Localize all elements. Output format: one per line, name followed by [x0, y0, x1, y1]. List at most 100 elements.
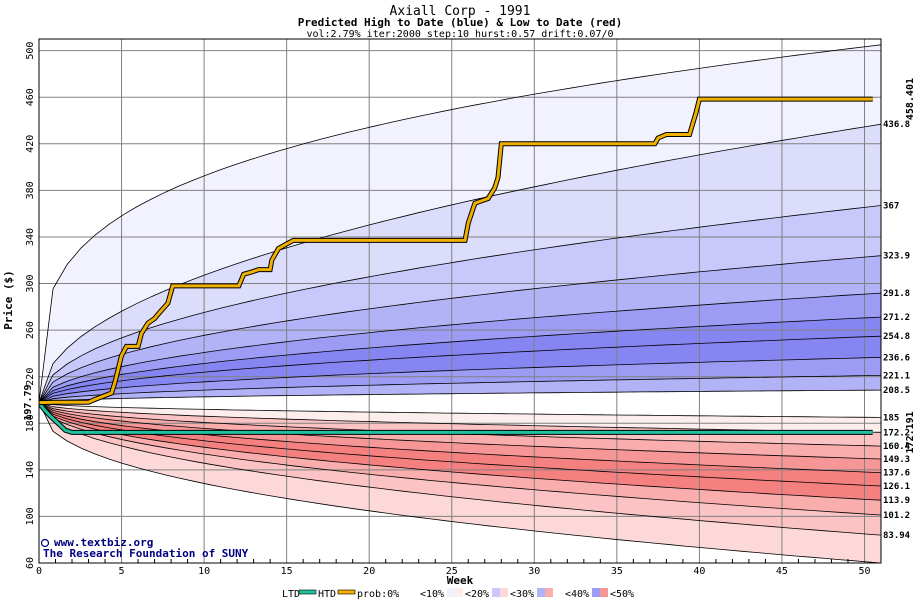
high-end-label-4: 271.2: [883, 313, 910, 323]
low-percentile-line-3: [39, 402, 881, 460]
low-percentile-line-8: [39, 402, 881, 536]
high-band-2: [39, 205, 881, 403]
high-percentile-line-7: [39, 357, 881, 403]
y-tick-label-7: 340: [25, 228, 36, 246]
x-tick-label-3: 15: [281, 566, 293, 577]
low-percentile-line-0: [39, 402, 881, 418]
y-tick-label-8: 380: [25, 181, 36, 199]
low-end-label-5: 126.1: [883, 482, 910, 492]
low-end-label-4: 137.6: [883, 469, 910, 479]
high-end-label-3: 291.8: [883, 289, 910, 299]
legend-ltd-swatch: [298, 589, 317, 595]
plot-frame: [38, 38, 882, 564]
high-end-label-7: 221.1: [883, 371, 910, 381]
legend-p10: <10%: [420, 589, 444, 600]
low-end-label-1: 172.2: [883, 428, 910, 438]
final-high-label: 458.401: [905, 78, 916, 120]
x-tick-label-7: 35: [611, 566, 623, 577]
high-end-label-8: 208.5: [883, 386, 910, 396]
low-band-8: [39, 402, 881, 563]
credit-org: The Research Foundation of SUNY: [43, 547, 249, 560]
legend-p50: <50%: [610, 589, 634, 600]
low-band-1: [39, 402, 881, 447]
legend-swatch-40-low: [600, 588, 608, 597]
legend-swatch-30-low: [545, 588, 553, 597]
low-end-label-8: 83.94: [883, 531, 911, 541]
legend-htd-swatch: [337, 589, 356, 595]
credit-url: www.textbiz.org: [54, 536, 153, 549]
chart-params: vol:2.79% iter:2000 step:10 hurst:0.57 d…: [306, 29, 613, 40]
low-end-label-2: 160.4: [883, 442, 911, 452]
x-axis-ticks: 0 5 10 15 20 25 30 35 40 45 50: [36, 566, 871, 577]
high-band-3: [39, 255, 881, 403]
low-band-5: [39, 402, 881, 501]
high-band-7: [39, 357, 881, 403]
low-band-0: [39, 402, 881, 433]
legend-swatch-40-high: [592, 588, 600, 597]
x-tick-label-6: 30: [528, 566, 540, 577]
y-tick-label-9: 420: [25, 135, 36, 153]
high-percentile-line-2: [39, 205, 881, 403]
chart-title: Axiall Corp - 1991: [390, 4, 531, 19]
legend-p30: <30%: [510, 589, 534, 600]
x-tick-label-5: 25: [446, 566, 458, 577]
high-end-label-5: 254.8: [883, 332, 910, 342]
high-end-label-2: 323.9: [883, 252, 910, 262]
probability-bands: [39, 44, 881, 563]
x-tick-label-1: 5: [119, 566, 125, 577]
y-axis-label: Price ($): [2, 270, 15, 330]
high-end-label-1: 367: [883, 202, 899, 212]
ltd-line: [39, 401, 873, 434]
y-tick-label-6: 300: [25, 275, 36, 293]
high-band-4: [39, 293, 881, 403]
legend-swatch-10-low: [455, 588, 463, 597]
x-tick-label-9: 45: [776, 566, 788, 577]
y-tick-label-5: 260: [25, 321, 36, 339]
low-percentile-line-7: [39, 402, 881, 516]
x-axis-label: Week: [447, 574, 474, 587]
high-percentile-line-8: [39, 375, 881, 403]
y-tick-label-1: 100: [25, 507, 36, 525]
legend-ltd: LTD: [282, 589, 300, 600]
copyright-icon: [40, 538, 50, 548]
legend-p20: <20%: [465, 589, 489, 600]
legend-htd: HTD: [318, 589, 336, 600]
x-tick-label-8: 40: [693, 566, 705, 577]
low-end-label-0: 185: [883, 413, 899, 423]
y-tick-label-4: 220: [25, 368, 36, 386]
high-end-label-6: 236.6: [883, 353, 910, 363]
chart-subtitle: Predicted High to Date (blue) & Low to D…: [298, 16, 623, 29]
low-band-2: [39, 402, 881, 459]
low-percentile-line-5: [39, 402, 881, 487]
series-lines: [39, 96, 873, 435]
y-axis-ticks: 60 100 140 180 220 260 300 340 380 420 460 500: [25, 42, 36, 569]
low-band-3: [39, 402, 881, 473]
low-band-6: [39, 402, 881, 515]
legend-swatch-30-high: [537, 588, 545, 597]
y-tick-label-11: 500: [25, 42, 36, 60]
legend-swatch-10-high: [447, 588, 455, 597]
high-percentile-line-5: [39, 316, 881, 403]
y-tick-label-0: 60: [25, 557, 36, 569]
start-price-label: 197.79: [23, 384, 34, 420]
legend: LTD HTD prob:0% <10% <20% <30% <40% <50%: [282, 588, 634, 600]
high-percentile-line-0: [39, 44, 881, 403]
x-tick-label-10: 50: [858, 566, 870, 577]
x-tick-label-0: 0: [36, 566, 42, 577]
low-band-7: [39, 402, 881, 536]
high-percentile-line-6: [39, 335, 881, 403]
final-low-label: 172.191: [905, 411, 916, 453]
low-percentile-line-6: [39, 402, 881, 501]
x-tick-label-4: 20: [363, 566, 375, 577]
low-percentile-line-9: [39, 402, 881, 563]
y-tick-label-3: 180: [25, 414, 36, 432]
legend-prob: prob:0%: [357, 589, 399, 600]
low-end-label-7: 101.2: [883, 511, 910, 521]
low-end-label-3: 149.3: [883, 455, 910, 465]
high-end-label-0: 436.8: [883, 120, 910, 130]
median-band: [39, 390, 881, 418]
grid: [38, 39, 881, 564]
y-tick-label-2: 140: [25, 461, 36, 479]
legend-swatch-0: [401, 588, 419, 597]
high-band-1: [39, 124, 881, 403]
